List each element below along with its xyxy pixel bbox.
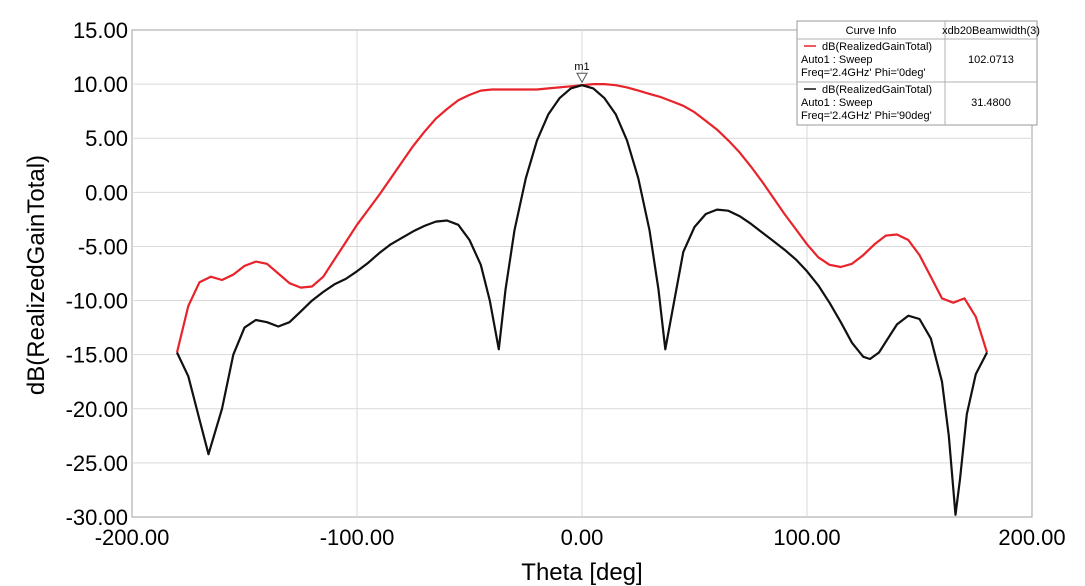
y-tick-label: 10.00 [73, 72, 128, 97]
marker-m1[interactable]: m1 [574, 61, 590, 84]
x-tick-label: 200.00 [998, 525, 1065, 550]
legend-header-curve-info: Curve Info [846, 25, 897, 37]
y-tick-label: -10.00 [66, 289, 128, 314]
legend-entry-variables: Freq='2.4GHz' Phi='0deg' [801, 67, 926, 79]
x-tick-label: 100.00 [773, 525, 840, 550]
y-tick-label: 0.00 [85, 180, 128, 205]
legend-entry-setup: Auto1 : Sweep [801, 54, 873, 66]
x-tick-label: -100.00 [320, 525, 395, 550]
x-tick-label: 0.00 [561, 525, 604, 550]
legend-entry-name: dB(RealizedGainTotal) [822, 41, 932, 53]
legend-entry-variables: Freq='2.4GHz' Phi='90deg' [801, 110, 932, 122]
legend[interactable]: Curve Info xdb20Beamwidth(3) dB(RealizedGa… [796, 20, 1040, 126]
y-tick-label: -5.00 [78, 234, 128, 259]
y-tick-label: 15.00 [73, 18, 128, 43]
marker-triangle-icon[interactable] [576, 72, 588, 84]
x-axis-ticks: -200.00 -100.00 0.00 100.00 200.00 [95, 525, 1066, 550]
x-axis-label: Theta [deg] [521, 559, 642, 586]
x-tick-label: -200.00 [95, 525, 170, 550]
series-line-2 [176, 84, 988, 516]
legend-box [796, 20, 1038, 126]
y-tick-label: -30.00 [66, 505, 128, 530]
y-tick-label: -20.00 [66, 397, 128, 422]
legend-entry-value: 31.4800 [971, 97, 1011, 109]
y-tick-label: -25.00 [66, 451, 128, 476]
y-axis-ticks: 15.00 10.00 5.00 0.00 -5.00 -10.00 -15.00 -20.0… [66, 18, 128, 530]
marker-label: m1 [574, 61, 589, 73]
y-axis-label: dB(RealizedGainTotal) [23, 155, 50, 395]
legend-entry-value: 102.0713 [968, 54, 1014, 66]
grid-lines [132, 30, 1032, 517]
y-tick-label: 5.00 [85, 126, 128, 151]
legend-entry-name: dB(RealizedGainTotal) [822, 84, 932, 96]
y-tick-label: -15.00 [66, 343, 128, 368]
series-lines [175, 83, 989, 516]
legend-header-beamwidth: xdb20Beamwidth(3) [942, 25, 1040, 37]
legend-entry-setup: Auto1 : Sweep [801, 97, 873, 109]
